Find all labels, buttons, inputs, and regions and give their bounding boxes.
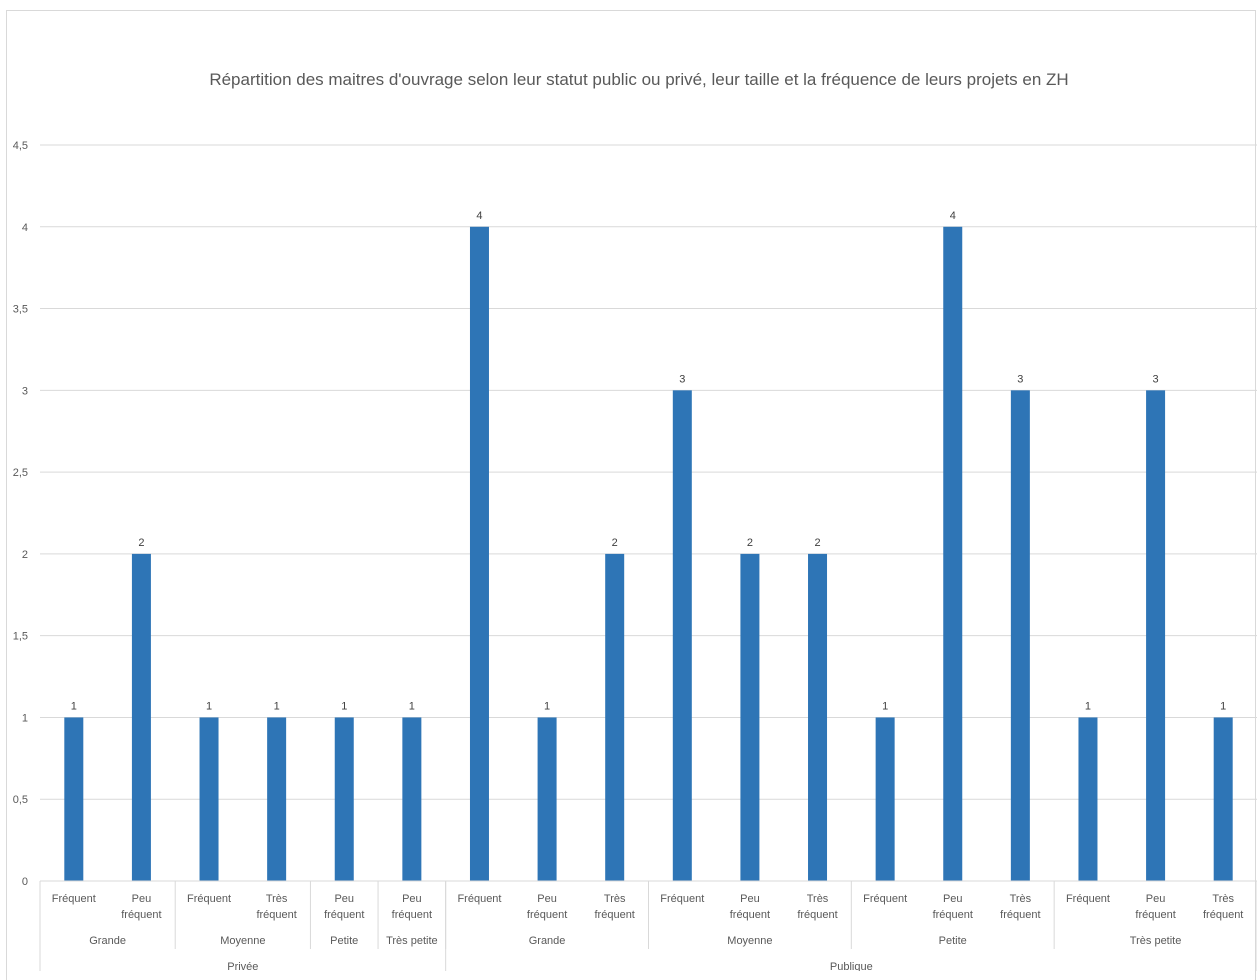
data-label: 3 (679, 373, 685, 385)
y-tick-label: 4,5 (13, 140, 28, 152)
y-tick-label: 3 (22, 385, 28, 397)
bar (199, 717, 219, 881)
x-statut-label: Privée (227, 961, 258, 971)
x-group-label: Petite (939, 935, 967, 947)
x-group-label: Très petite (386, 935, 438, 947)
x-category-label: fréquent (1135, 909, 1175, 921)
x-category-label: Peu (402, 893, 422, 905)
data-label: 3 (1017, 373, 1023, 385)
bar (672, 390, 692, 881)
bar (267, 717, 287, 881)
x-category-label: fréquent (797, 909, 837, 921)
data-label: 4 (476, 210, 482, 222)
x-category-label: fréquent (527, 909, 567, 921)
x-category-label: Peu (740, 893, 760, 905)
bar (605, 553, 625, 881)
data-label: 1 (882, 700, 888, 712)
y-tick-label: 1 (22, 712, 28, 724)
data-label: 3 (1153, 373, 1159, 385)
data-label: 2 (747, 537, 753, 549)
bar (943, 226, 963, 881)
y-tick-label: 1,5 (13, 631, 28, 643)
data-label: 1 (341, 700, 347, 712)
y-tick-label: 2,5 (13, 467, 28, 479)
x-category-label: Très (604, 893, 626, 905)
data-label: 1 (409, 700, 415, 712)
data-label: 2 (612, 537, 618, 549)
x-group-label: Grande (529, 935, 566, 947)
x-category-label: Peu (334, 893, 354, 905)
data-label: 1 (1220, 700, 1226, 712)
x-category-label: Peu (537, 893, 557, 905)
bar (469, 226, 489, 881)
bar (1146, 390, 1166, 881)
data-label: 1 (544, 700, 550, 712)
x-group-label: Moyenne (727, 935, 772, 947)
x-category-label: Fréquent (457, 893, 501, 905)
data-label: 1 (71, 700, 77, 712)
x-category-label: Peu (1146, 893, 1166, 905)
x-category-label: Très (1010, 893, 1032, 905)
x-category-label: Fréquent (52, 893, 96, 905)
x-category-label: Peu (132, 893, 152, 905)
x-category-label: Fréquent (863, 893, 907, 905)
data-label: 1 (1085, 700, 1091, 712)
data-label: 2 (814, 537, 820, 549)
bar (402, 717, 422, 881)
x-group-label: Très petite (1130, 935, 1182, 947)
bar (1010, 390, 1030, 881)
chart-frame (6, 10, 1256, 980)
x-category-label: fréquent (933, 909, 973, 921)
y-tick-label: 3,5 (13, 304, 28, 316)
y-tick-label: 0 (22, 876, 28, 888)
x-category-label: Très (807, 893, 829, 905)
bar (740, 553, 760, 881)
x-category-label: Très (266, 893, 288, 905)
x-group-label: Petite (330, 935, 358, 947)
chart-title: Répartition des maitres d'ouvrage selon … (209, 70, 1069, 89)
x-group-label: Moyenne (220, 935, 265, 947)
data-label: 1 (206, 700, 212, 712)
x-category-label: fréquent (595, 909, 635, 921)
bars: 1 2 1 1 1 1 4 1 2 3 2 2 1 4 3 1 3 1 (64, 210, 1233, 881)
bar (64, 717, 84, 881)
x-category-label: Fréquent (1066, 893, 1110, 905)
x-statut-label: Publique (830, 961, 873, 971)
x-category-label: Fréquent (187, 893, 231, 905)
bar (808, 553, 828, 881)
x-category-label: fréquent (392, 909, 432, 921)
data-label: 2 (138, 537, 144, 549)
x-category-label: fréquent (324, 909, 364, 921)
bar (131, 553, 151, 881)
data-label: 4 (950, 210, 956, 222)
x-category-label: Peu (943, 893, 963, 905)
x-group-label: Grande (89, 935, 126, 947)
x-category-label: fréquent (730, 909, 770, 921)
y-tick-label: 0,5 (13, 794, 28, 806)
x-category-label: fréquent (1000, 909, 1040, 921)
bar (537, 717, 557, 881)
bar (1078, 717, 1098, 881)
data-label: 1 (274, 700, 280, 712)
y-tick-label: 2 (22, 549, 28, 561)
x-category-label: fréquent (256, 909, 296, 921)
y-tick-label: 4 (22, 222, 28, 234)
x-category-label: fréquent (121, 909, 161, 921)
y-axis: 0 0,5 1 1,5 2 2,5 3 3,5 4 4,5 (13, 140, 28, 888)
bar (875, 717, 895, 881)
bar (1213, 717, 1233, 881)
bar (334, 717, 354, 881)
x-category-label: fréquent (1203, 909, 1243, 921)
x-category-label: Fréquent (660, 893, 704, 905)
gridlines (40, 144, 1257, 882)
x-category-label: Très (1212, 893, 1234, 905)
x-axis: Fréquent Peu fréquent Fréquent Très fréquent P… (39, 880, 1257, 971)
